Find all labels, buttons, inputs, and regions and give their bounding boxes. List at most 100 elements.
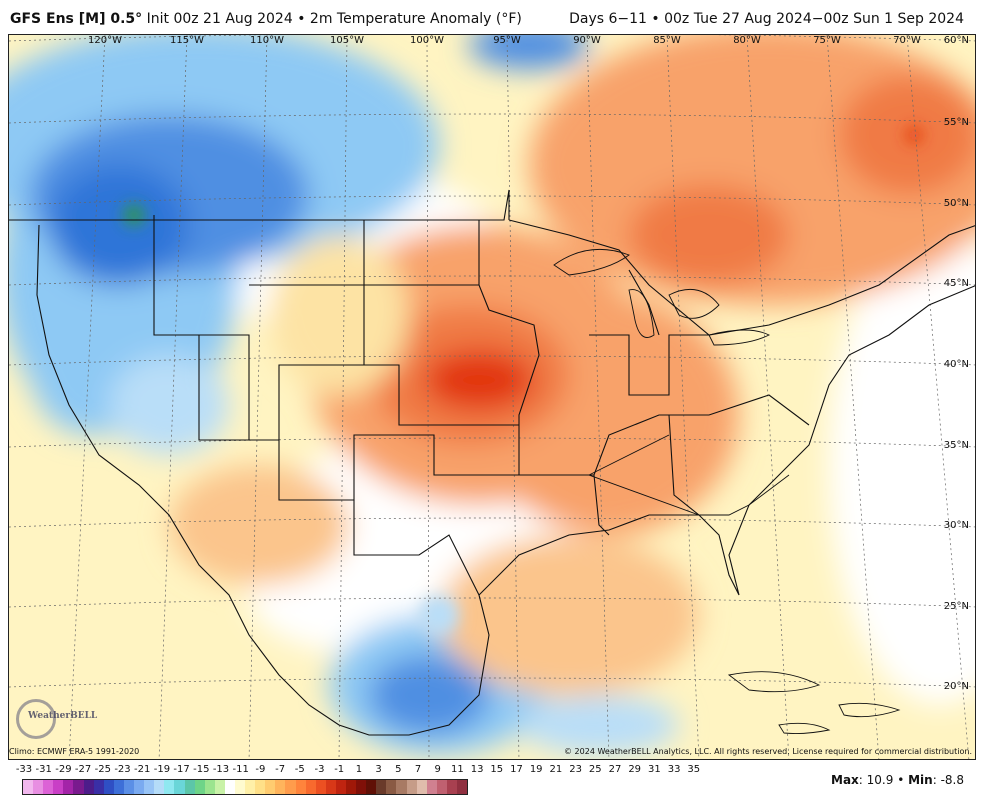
legend-tick: -17 — [173, 764, 190, 775]
legend-swatch — [426, 780, 437, 794]
lon-label: 95°W — [493, 35, 521, 46]
legend-swatch — [53, 780, 64, 794]
legend-tick: 23 — [569, 764, 582, 775]
legend-swatch — [325, 780, 336, 794]
lon-label: 70°W — [893, 35, 921, 46]
legend-tick: -25 — [94, 764, 111, 775]
map-header: GFS Ens [M] 0.5° Init 00z 21 Aug 2024 • … — [0, 0, 984, 34]
legend-swatch — [295, 780, 306, 794]
legend-swatch — [174, 780, 185, 794]
legend-tick: 35 — [687, 764, 701, 775]
lon-label: 75°W — [813, 35, 841, 46]
legend-tick: -23 — [114, 764, 131, 775]
legend-swatch — [305, 780, 316, 794]
max-value: 10.9 — [866, 773, 894, 787]
valid-period: Days 6−11 • 00z Tue 27 Aug 2024−00z Sun … — [569, 11, 964, 27]
color-legend: -33 -31 -29 -27 -25 -23 -21 -19 -17 -15 -13 -11 -9 -7… — [14, 762, 714, 808]
legend-swatch — [154, 780, 165, 794]
legend-tick: 1 — [355, 764, 363, 775]
legend-swatch — [346, 780, 357, 794]
legend-tick: -21 — [134, 764, 151, 775]
legend-tick: 19 — [529, 764, 543, 775]
map-title: GFS Ens [M] 0.5° Init 00z 21 Aug 2024 • … — [10, 11, 522, 27]
legend-swatch — [285, 780, 296, 794]
legend-swatch — [315, 780, 326, 794]
max-label: Max — [831, 773, 859, 787]
legend-tick: -3 — [314, 764, 325, 775]
copyright-note: © 2024 WeatherBELL Analytics, LLC. All r… — [564, 747, 972, 756]
lat-label: 45°N — [943, 278, 969, 289]
legend-tick: -11 — [232, 764, 249, 775]
anomaly-map[interactable]: 120°W 115°W 110°W 105°W 100°W 95°W 90°W … — [8, 34, 976, 760]
lat-label: 60°N — [943, 35, 969, 46]
legend-swatch — [83, 780, 94, 794]
legend-tick: 27 — [608, 764, 622, 775]
boundaries — [9, 189, 975, 736]
lakes — [553, 248, 790, 516]
legend-tick: 31 — [648, 764, 661, 775]
legend-swatch — [396, 780, 407, 794]
legend-swatch — [245, 780, 256, 794]
legend-tick: -13 — [212, 764, 230, 775]
lon-label: 105°W — [330, 35, 364, 46]
lon-label: 90°W — [573, 35, 601, 46]
model-name: GFS Ens [M] 0.5° — [10, 11, 143, 27]
legend-tick: 17 — [510, 764, 523, 775]
stats-separator: • — [897, 773, 905, 787]
logo-text: WeatherBELL — [28, 711, 98, 721]
legend-tick: -33 — [15, 764, 33, 775]
legend-swatch — [134, 780, 145, 794]
legend-tick: 5 — [395, 764, 402, 775]
min-value: -8.8 — [940, 773, 964, 787]
init-time: Init 00z 21 Aug 2024 — [146, 11, 293, 27]
field-name: 2m Temperature Anomaly (°F) — [309, 11, 522, 27]
lon-label: 85°W — [653, 35, 681, 46]
legend-swatch — [164, 780, 175, 794]
legend-tick: -1 — [334, 764, 345, 775]
legend-tick: -27 — [74, 764, 92, 775]
weatherbell-logo: WeatherBELL — [12, 697, 102, 741]
lat-label: 55°N — [943, 117, 969, 128]
legend-swatch — [224, 780, 235, 794]
lon-label: 120°W — [88, 35, 122, 46]
legend-tick: -29 — [55, 764, 72, 775]
map-canvas — [9, 35, 975, 759]
legend-swatch — [366, 780, 377, 794]
lat-label: 50°N — [943, 198, 969, 209]
title-separator: • — [297, 11, 306, 27]
lon-label: 80°W — [733, 35, 761, 46]
legend-tick: 7 — [414, 764, 422, 775]
legend-swatch — [43, 780, 54, 794]
legend-swatch — [255, 780, 266, 794]
legend-swatch — [103, 780, 114, 794]
legend-swatch — [73, 780, 84, 794]
legend-tick: 21 — [549, 764, 563, 775]
legend-swatch — [376, 780, 387, 794]
legend-swatch — [446, 780, 458, 794]
legend-swatch — [33, 780, 44, 794]
legend-tick: 25 — [588, 764, 602, 775]
lon-label: 100°W — [410, 35, 444, 46]
legend-swatch — [204, 780, 215, 794]
max-min-stats: Max: 10.9 • Min: -8.8 — [831, 773, 964, 787]
legend-swatch — [23, 780, 34, 794]
legend-tick: 11 — [451, 764, 464, 775]
legend-swatch — [275, 780, 286, 794]
legend-swatch — [436, 780, 447, 794]
legend-tick: 15 — [490, 764, 504, 775]
legend-swatch — [356, 780, 367, 794]
lon-label: 115°W — [170, 35, 204, 46]
legend-swatch — [93, 780, 104, 794]
legend-tick: 13 — [470, 764, 484, 775]
graticule — [9, 35, 975, 759]
legend-tick: -31 — [35, 764, 52, 775]
legend-swatch — [194, 780, 205, 794]
caribbean — [727, 671, 901, 735]
legend-swatch — [265, 780, 276, 794]
legend-tick: 9 — [434, 764, 441, 775]
legend-swatch — [234, 780, 246, 794]
legend-swatch — [123, 780, 135, 794]
legend-tick: -15 — [193, 764, 210, 775]
logo-ring-icon — [16, 699, 56, 739]
legend-tick: -9 — [255, 764, 266, 775]
